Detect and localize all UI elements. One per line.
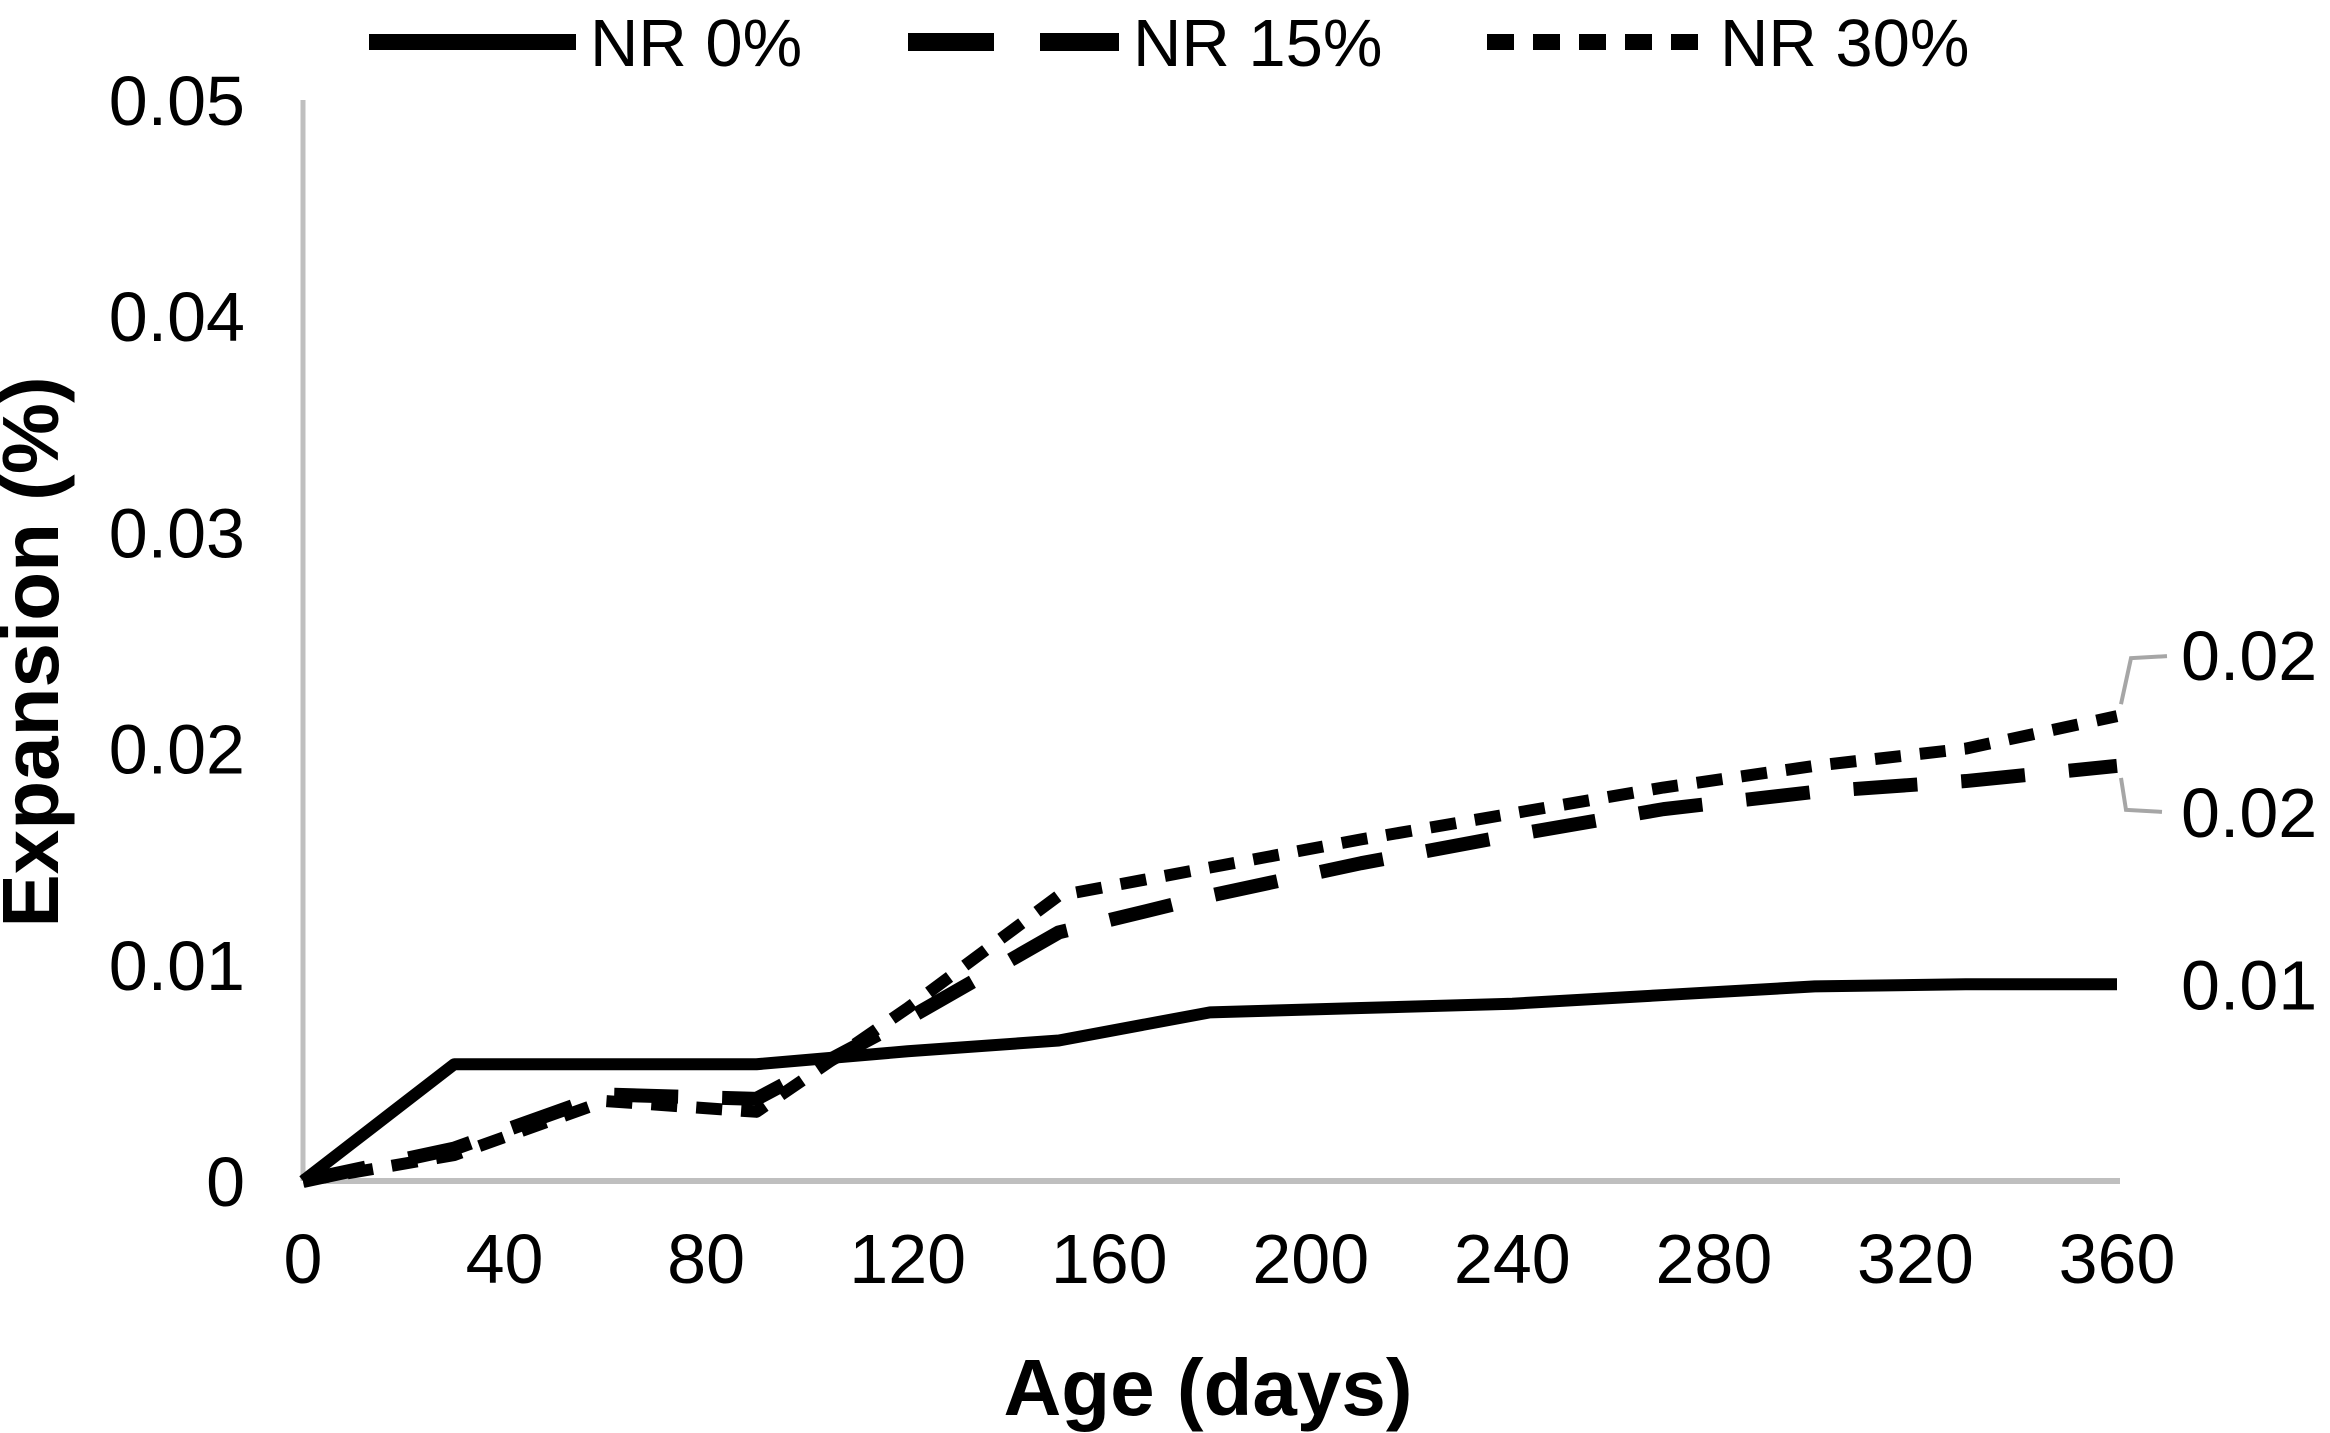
series-line-nr-15 bbox=[301, 758, 2118, 1188]
x-tick-label: 160 bbox=[1051, 1220, 1168, 1298]
x-axis-title: Age (days) bbox=[1004, 1343, 1413, 1432]
y-tick-label: 0.02 bbox=[109, 711, 245, 789]
x-tick-label: 240 bbox=[1454, 1220, 1571, 1298]
x-tick-label: 40 bbox=[466, 1220, 544, 1298]
leader-line-nr-15 bbox=[2119, 777, 2163, 814]
data-label-nr-0: 0.01 bbox=[2181, 946, 2317, 1024]
y-tick-label: 0.04 bbox=[109, 278, 245, 356]
x-tick-label: 360 bbox=[2059, 1220, 2176, 1298]
y-axis-title: Expansion (%) bbox=[0, 376, 75, 927]
x-tick-label: 320 bbox=[1857, 1220, 1974, 1298]
x-tick-label: 80 bbox=[667, 1220, 745, 1298]
legend-label-nr-30: NR 30% bbox=[1720, 6, 1969, 81]
legend-item-nr-30: NR 30% bbox=[1487, 6, 1969, 81]
y-tick-label: 0.03 bbox=[109, 494, 245, 572]
legend-label-nr-15: NR 15% bbox=[1133, 6, 1382, 81]
series-line-nr-30 bbox=[301, 710, 2119, 1187]
y-tick-label: 0.05 bbox=[109, 62, 245, 140]
x-tick-label: 280 bbox=[1655, 1220, 1772, 1298]
y-tick-label: 0 bbox=[206, 1143, 245, 1221]
series-line-nr-0 bbox=[299, 978, 2117, 1186]
legend-label-nr-0: NR 0% bbox=[590, 6, 802, 81]
x-tick-label: 200 bbox=[1252, 1220, 1369, 1298]
x-tick-label: 120 bbox=[849, 1220, 966, 1298]
data-label-nr-15: 0.02 bbox=[2181, 774, 2317, 852]
legend-item-nr-15: NR 15% bbox=[908, 6, 1382, 81]
data-label-nr-30: 0.02 bbox=[2181, 617, 2317, 695]
x-tick-label: 0 bbox=[284, 1220, 323, 1298]
legend-item-nr-0: NR 0% bbox=[369, 6, 802, 81]
y-tick-label: 0.01 bbox=[109, 927, 245, 1005]
leader-line-nr-30 bbox=[2119, 654, 2168, 705]
